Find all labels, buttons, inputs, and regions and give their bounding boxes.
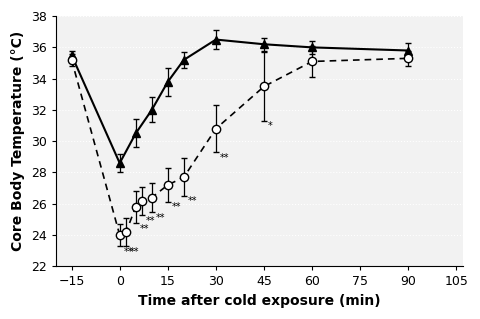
Text: **: ** [123,247,133,257]
Text: **: ** [220,153,229,163]
Text: **: ** [156,213,165,223]
Text: **: ** [130,247,140,257]
X-axis label: Time after cold exposure (min): Time after cold exposure (min) [138,294,381,308]
Y-axis label: Core Body Temperature (°C): Core Body Temperature (°C) [11,31,25,251]
Text: *: * [268,121,273,130]
Text: **: ** [146,216,156,226]
Text: **: ** [140,224,149,234]
Text: **: ** [188,196,197,206]
Text: **: ** [172,202,181,212]
